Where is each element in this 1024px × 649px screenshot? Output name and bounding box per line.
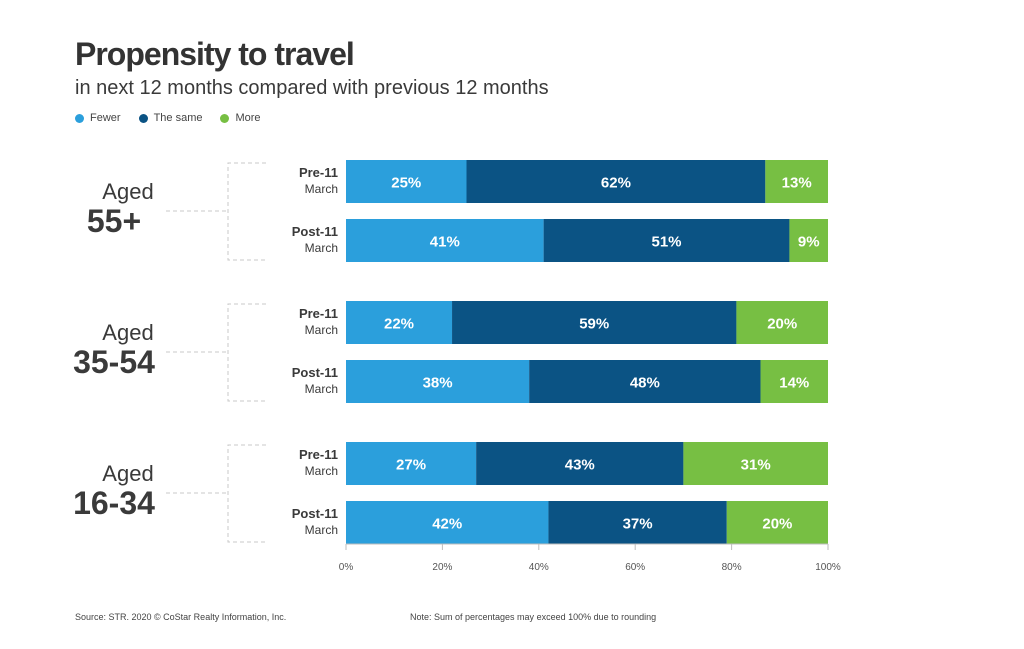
bar-label-line2-35-54-post-11: March: [305, 382, 338, 396]
bar-segment-55-post-11-fewer: [346, 219, 544, 262]
bar-segment-35-54-pre-11-the-same: [452, 301, 737, 344]
bar-segment-16-34-pre-11-more: [683, 442, 828, 485]
bar-segment-16-34-post-11-fewer: [346, 501, 549, 544]
bar-value-label-55-pre-11-fewer: 25%: [391, 175, 421, 192]
bar-segment-35-54-pre-11-more: [736, 301, 828, 344]
group-label-line1-16-34: Aged: [102, 461, 153, 486]
bar-value-label-55-post-11-more: 9%: [798, 234, 820, 251]
x-axis-tick-label-1: 20%: [432, 562, 452, 573]
bar-segment-16-34-post-11-the-same: [548, 501, 727, 544]
group-label-line2-16-34: 16-34: [73, 485, 155, 521]
bar-label-line2-16-34-post-11: March: [305, 523, 338, 537]
legend-item-fewer: Fewer: [75, 112, 121, 124]
bar-segment-16-34-post-11-more: [726, 501, 828, 544]
legend: Fewer The same More: [75, 112, 279, 124]
group-label-line1-35-54: Aged: [102, 320, 153, 345]
bar-value-label-16-34-post-11-fewer: 42%: [432, 516, 462, 533]
legend-item-the-same: The same: [138, 112, 203, 124]
bar-value-label-35-54-pre-11-the-same: 59%: [579, 316, 609, 333]
bar-segment-55-post-11-the-same: [543, 219, 790, 262]
bar-segment-35-54-post-11-fewer: [346, 360, 530, 403]
bar-value-label-16-34-pre-11-more: 31%: [741, 457, 771, 474]
bar-value-label-55-post-11-fewer: 41%: [430, 234, 460, 251]
bar-label-line2-35-54-pre-11: March: [305, 323, 338, 337]
group-bracket-16-34: [227, 444, 266, 543]
bar-label-line2-55-post-11: March: [305, 241, 338, 255]
source-note: Source: STR. 2020 © CoStar Realty Inform…: [75, 612, 287, 622]
bar-segment-55-post-11-more: [789, 219, 828, 262]
legend-swatch-fewer: [75, 113, 84, 123]
rounding-note: Note: Sum of percentages may exceed 100%…: [410, 612, 657, 622]
bar-label-line1-55-post-11: Post-11: [292, 224, 338, 239]
bar-label-line1-16-34-pre-11: Pre-11: [299, 447, 338, 462]
bar-value-label-16-34-pre-11-fewer: 27%: [396, 457, 426, 474]
bar-segment-16-34-pre-11-the-same: [476, 442, 684, 485]
legend-label-more: More: [235, 112, 261, 124]
bar-label-line1-55-pre-11: Pre-11: [299, 165, 338, 180]
bar-segment-35-54-pre-11-fewer: [346, 301, 453, 344]
group-label-line2-35-54: 35-54: [73, 344, 155, 380]
bar-label-line1-35-54-pre-11: Pre-11: [299, 306, 338, 321]
bar-value-label-16-34-post-11-the-same: 37%: [623, 516, 653, 533]
bar-segment-55-pre-11-fewer: [346, 160, 467, 203]
bar-value-label-35-54-pre-11-fewer: 22%: [384, 316, 414, 333]
bar-value-label-35-54-post-11-fewer: 38%: [423, 375, 453, 392]
bar-value-label-35-54-post-11-the-same: 48%: [630, 375, 660, 392]
bar-segment-35-54-post-11-the-same: [529, 360, 761, 403]
chart-title: Propensity to travel: [75, 36, 355, 72]
bar-segment-16-34-pre-11-fewer: [346, 442, 477, 485]
x-axis-tick-label-2: 40%: [529, 562, 549, 573]
bar-label-line2-16-34-pre-11: March: [305, 464, 338, 478]
bar-label-line1-16-34-post-11: Post-11: [292, 506, 338, 521]
x-axis-tick-label-0: 0%: [339, 562, 354, 573]
group-label-line1-55: Aged: [102, 179, 153, 204]
legend-item-more: More: [220, 112, 261, 124]
group-bracket-35-54: [227, 303, 266, 402]
bar-segment-35-54-post-11-more: [760, 360, 828, 403]
bar-segment-55-pre-11-the-same: [466, 160, 766, 203]
bar-value-label-35-54-post-11-more: 14%: [779, 375, 809, 392]
bar-label-line2-55-pre-11: March: [305, 182, 338, 196]
legend-label-fewer: Fewer: [90, 112, 121, 124]
bar-value-label-16-34-pre-11-the-same: 43%: [565, 457, 595, 474]
bar-value-label-55-post-11-the-same: 51%: [652, 234, 682, 251]
bar-label-line1-35-54-post-11: Post-11: [292, 365, 338, 380]
bar-segment-55-pre-11-more: [765, 160, 828, 203]
legend-swatch-more: [220, 113, 230, 123]
bar-value-label-35-54-pre-11-more: 20%: [767, 316, 797, 333]
x-axis-tick-label-5: 100%: [815, 562, 841, 573]
legend-label-the-same: The same: [153, 112, 203, 124]
chart-subtitle: in next 12 months compared with previous…: [75, 77, 549, 99]
x-axis-tick-label-3: 60%: [625, 562, 645, 573]
group-bracket-55: [227, 162, 266, 261]
bar-value-label-55-pre-11-the-same: 62%: [601, 175, 631, 192]
group-label-line2-55: 55+: [87, 203, 141, 239]
bar-value-label-16-34-post-11-more: 20%: [762, 516, 792, 533]
legend-swatch-the-same: [138, 113, 148, 123]
bar-value-label-55-pre-11-more: 13%: [782, 175, 812, 192]
x-axis-tick-label-4: 80%: [722, 562, 742, 573]
